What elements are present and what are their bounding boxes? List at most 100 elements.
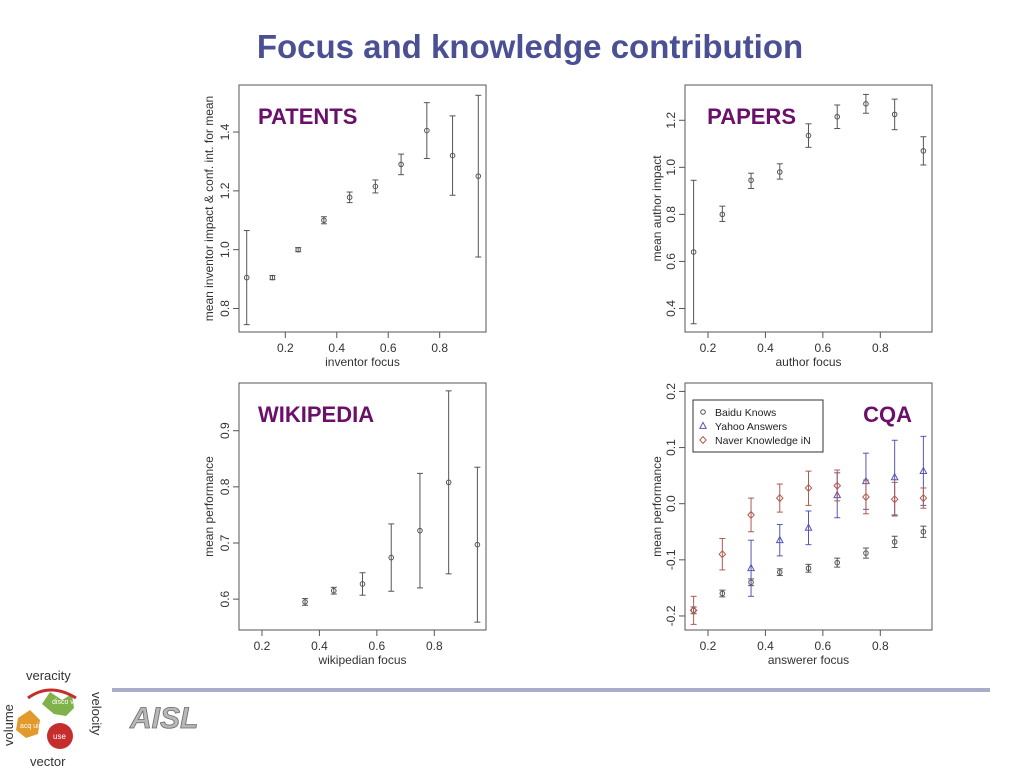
wikipedia-y-tick-label: 0.6	[218, 590, 232, 607]
cqa-x-axis-label: answerer focus	[768, 653, 849, 667]
chart-cqa: 0.2 0.4 0.6 0.8 -0.2 -0.1 0.0 0.1 0.2 answerer fo…	[650, 382, 933, 667]
cqa-point	[804, 523, 813, 531]
wikipedia-point	[330, 587, 337, 594]
cqa-point	[833, 481, 842, 490]
arc-top	[27, 688, 77, 700]
wikipedia-point	[417, 527, 423, 534]
patents-point	[372, 183, 379, 190]
wikipedia-point	[388, 554, 395, 561]
chart-papers: 0.2 0.4 0.6 0.8 0.4 0.6 0.8 1.0 1.2 author focus m…	[650, 84, 933, 369]
discover-petal	[42, 692, 74, 716]
cqa-plot-frame	[684, 382, 933, 631]
cqa-y-tick-label: 0.0	[664, 495, 678, 512]
wikipedia-plot-frame	[238, 382, 487, 631]
patents-x-tick-label: 0.4	[328, 341, 345, 355]
cqa-x-tick-label: 0.4	[757, 639, 774, 653]
papers-point	[863, 101, 869, 107]
aisl-logo-text: AISL	[129, 702, 198, 734]
cqa-point	[834, 559, 841, 566]
cqa-y-tick-label: 0.1	[664, 439, 678, 456]
patents-plot-frame	[238, 84, 487, 333]
papers-point	[834, 113, 841, 120]
use-gear-text: use	[53, 732, 66, 741]
papers-y-tick-label: 0.4	[664, 300, 678, 317]
wikipedia-point	[445, 479, 452, 486]
papers-y-axis-label: mean author impact	[650, 155, 664, 262]
papers-y-tick-label: 1.2	[664, 112, 678, 129]
papers-point	[805, 132, 812, 139]
cqa-point	[804, 483, 813, 493]
cqa-point	[919, 466, 928, 475]
cqa-point	[689, 606, 698, 615]
patents-point	[321, 217, 327, 224]
papers-x-tick-label: 0.8	[872, 341, 889, 355]
patents-point	[424, 127, 430, 134]
cqa-panel-label: CQA	[863, 402, 912, 427]
cqa-point	[747, 563, 756, 572]
patents-x-tick-label: 0.6	[380, 341, 397, 355]
cqa-y-axis-label: mean performance	[650, 456, 664, 557]
wheel-bottom-label: vector	[30, 754, 66, 768]
patents-x-tick-label: 0.8	[431, 341, 448, 355]
wikipedia-x-tick-label: 0.8	[426, 639, 443, 653]
cqa-point	[776, 569, 783, 575]
cqa-legend	[692, 399, 824, 453]
wikipedia-y-tick-label: 0.9	[218, 422, 232, 439]
papers-point	[748, 177, 754, 184]
wikipedia-y-axis-label: mean performance	[202, 456, 216, 557]
page-title: Focus and knowledge contribution	[256, 28, 804, 65]
cqa-point	[862, 492, 870, 502]
cqa-legend-marker	[698, 421, 708, 429]
wikipedia-y-tick-label: 0.7	[218, 534, 232, 551]
papers-y-tick-label: 0.6	[664, 253, 678, 270]
papers-y-tick-label: 0.8	[664, 206, 678, 223]
papers-x-axis-label: author focus	[775, 355, 841, 369]
wikipedia-panel-label: WIKIPEDIA	[258, 402, 374, 427]
cqa-legend-marker	[700, 409, 706, 415]
wikipedia-point	[359, 581, 366, 587]
cqa-point	[805, 565, 812, 572]
papers-x-tick-label: 0.6	[815, 341, 832, 355]
patents-y-tick-label: 0.8	[218, 300, 232, 317]
papers-y-tick-label: 1.0	[664, 159, 678, 176]
wikipedia-x-axis-label: wikipedian focus	[317, 653, 406, 667]
cqa-point	[890, 495, 899, 504]
patents-point	[346, 194, 353, 201]
footer-divider	[112, 688, 990, 692]
wheel-top-label: veracity	[26, 668, 71, 683]
papers-panel-label: PAPERS	[707, 104, 796, 129]
patents-point	[269, 274, 276, 281]
wikipedia-y-tick-label: 0.8	[218, 478, 232, 495]
cqa-y-tick-label: -0.1	[664, 549, 678, 570]
chart-patents: 0.2 0.4 0.6 0.8 0.8 1.0 1.2 1.4 inventor focus me…	[202, 84, 487, 369]
wikipedia-point	[302, 599, 308, 605]
cqa-legend-marker	[699, 435, 707, 445]
wheel-right-label: velocity	[89, 692, 104, 736]
cqa-point	[775, 535, 784, 544]
cqa-y-tick-label: -0.2	[664, 605, 678, 626]
patents-point	[295, 246, 301, 253]
cqa-point	[919, 493, 928, 503]
cqa-point	[747, 510, 755, 520]
chart-wikipedia: 0.2 0.4 0.6 0.8 0.6 0.7 0.8 0.9 wikipedian focus…	[202, 382, 487, 667]
papers-plot-frame	[684, 84, 933, 333]
veracity-wheel-logo: disco ver acq uire use veracity volume v…	[1, 668, 104, 768]
discover-petal-text: disco ver	[52, 699, 81, 706]
aisl-logo: AISL	[129, 702, 199, 734]
acquire-petal-text: acq uire	[20, 723, 45, 730]
patents-y-axis-label: mean inventor impact & conf. int. for me…	[202, 96, 216, 321]
wheel-left-label: volume	[1, 704, 16, 746]
papers-x-tick-label: 0.2	[700, 341, 717, 355]
wikipedia-point	[474, 541, 481, 548]
cqa-point	[891, 539, 898, 545]
wikipedia-x-tick-label: 0.4	[311, 639, 328, 653]
cqa-legend-entry: Naver Knowledge iN	[715, 435, 811, 447]
cqa-point	[920, 528, 927, 535]
papers-point	[776, 169, 783, 175]
cqa-legend-entry: Yahoo Answers	[715, 421, 787, 433]
cqa-x-tick-label: 0.8	[872, 639, 889, 653]
papers-point	[690, 249, 697, 255]
patents-x-axis-label: inventor focus	[325, 355, 400, 369]
cqa-point	[719, 590, 726, 597]
